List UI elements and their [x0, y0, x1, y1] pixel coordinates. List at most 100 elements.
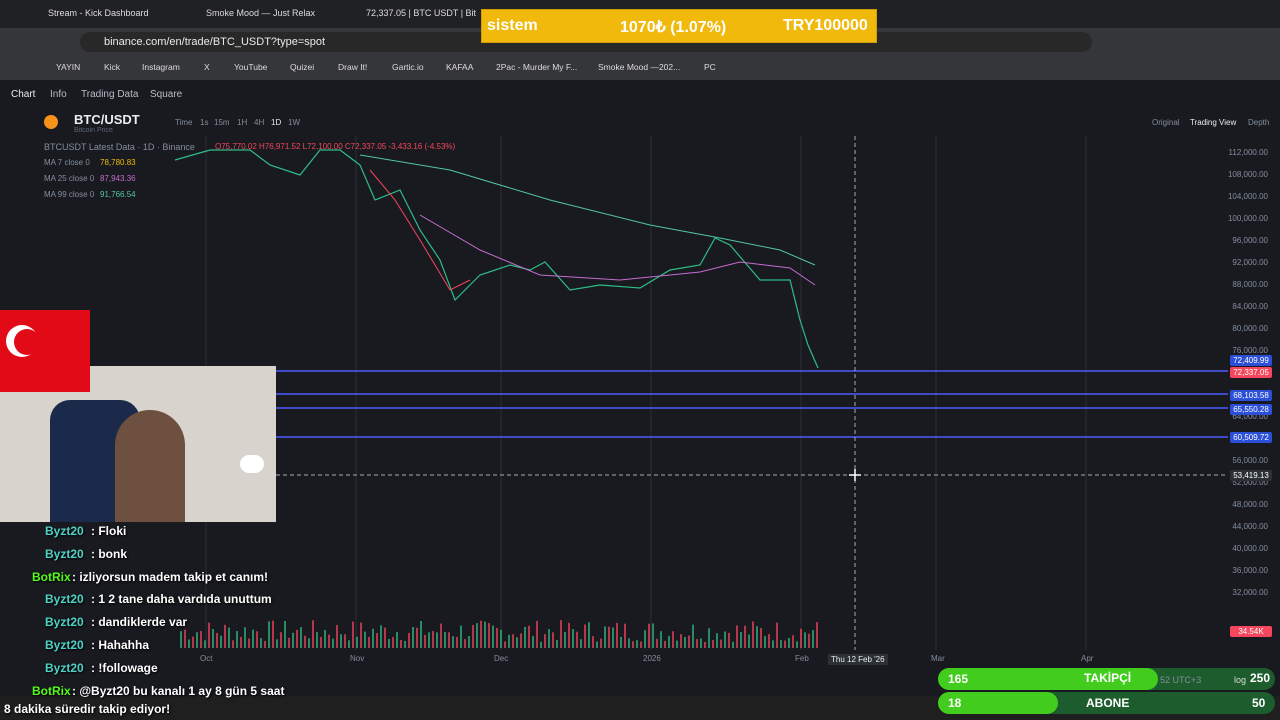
bookmark[interactable]: YouTube: [234, 62, 268, 72]
price-axis-label: 112,000.00: [1228, 148, 1268, 157]
price-axis-label: 100,000.00: [1227, 214, 1268, 223]
price-tag: 65,550.28: [1230, 404, 1272, 415]
volume-bar: [388, 639, 390, 648]
volume-bar: [460, 625, 462, 648]
nav-item[interactable]: Chart: [11, 89, 36, 100]
volume-bar: [404, 640, 406, 648]
chat-user: Byzt20: [45, 660, 84, 675]
timezone: 52 UTC+3: [1160, 675, 1202, 685]
timeframe[interactable]: 1s: [200, 118, 209, 127]
volume-bar: [248, 638, 250, 648]
lamp: [240, 455, 264, 473]
timeframe[interactable]: 1H: [237, 118, 248, 127]
volume-bar: [412, 627, 414, 648]
bookmark[interactable]: Instagram: [142, 62, 180, 72]
time-axis-label: Apr: [1081, 654, 1094, 663]
volume-bar: [332, 638, 334, 648]
bookmark[interactable]: PC: [704, 62, 716, 72]
nav-item[interactable]: Info: [50, 89, 67, 100]
volume-bar: [724, 631, 726, 648]
volume-bar: [812, 630, 814, 648]
bookmark[interactable]: X: [204, 62, 210, 72]
volume-bar: [224, 624, 226, 648]
volume-bar: [468, 636, 470, 648]
price-tag: 68,103.58: [1230, 390, 1272, 401]
pair[interactable]: BTC/USDT: [74, 112, 140, 127]
view-tab[interactable]: Depth: [1248, 118, 1270, 127]
volume-bar: [792, 635, 794, 648]
volume-bar: [696, 638, 698, 648]
nav-item[interactable]: Trading Data: [81, 89, 139, 100]
chat-text: : Floki: [91, 524, 127, 538]
chat-text: : Hahahha: [91, 638, 150, 652]
overlay-box: [481, 9, 877, 43]
volume-bar: [220, 635, 222, 648]
bookmark[interactable]: 2Pac - Murder My F...: [496, 62, 578, 72]
volume-bar: [800, 628, 802, 648]
volume-bar: [796, 641, 798, 648]
volume-bar: [544, 634, 546, 648]
volume-bar: [548, 629, 550, 648]
volume-bar: [780, 640, 782, 648]
price-axis-label: 92,000.00: [1232, 258, 1268, 267]
bookmark[interactable]: Kick: [104, 62, 121, 72]
volume-bar: [300, 627, 302, 648]
volume-bar: [372, 628, 374, 648]
flag-crescent-cut: [14, 329, 40, 355]
volume-bar: [764, 636, 766, 648]
volume-bar: [684, 636, 686, 648]
volume-bar: [424, 634, 426, 648]
volume-bar: [576, 631, 578, 648]
bookmark[interactable]: KAFAA: [446, 62, 474, 72]
volume-bar: [200, 630, 202, 648]
volume-bar: [428, 632, 430, 648]
price-axis-label: 96,000.00: [1232, 236, 1268, 245]
chat-text: : @Byzt20 bu kanalı 1 ay 8 gün 5 saat: [72, 683, 285, 698]
volume-bar: [572, 629, 574, 648]
bookmark[interactable]: Smoke Mood —202...: [598, 62, 681, 72]
volume-bar: [272, 620, 274, 648]
chat-user: Byzt20: [45, 592, 84, 607]
time-axis-label: Feb: [795, 654, 809, 663]
volume-bar: [596, 641, 598, 648]
volume-bar: [788, 637, 790, 648]
overlay-change: 1070₺ (1.07%): [620, 19, 727, 36]
overlay-balance: TRY100000: [783, 17, 868, 34]
volume-bar: [216, 632, 218, 648]
volume-bar: [628, 638, 630, 648]
volume-bar: [700, 638, 702, 648]
volume-bar: [348, 640, 350, 648]
timeframe[interactable]: 1D: [271, 118, 282, 127]
followers-count: 165: [948, 672, 969, 686]
volume-bar: [476, 623, 478, 648]
url[interactable]: binance.com/en/trade/BTC_USDT?type=spot: [104, 36, 326, 48]
tab[interactable]: Stream - Kick Dashboard: [48, 8, 149, 18]
timeframe[interactable]: 1W: [288, 118, 300, 127]
tab[interactable]: Smoke Mood — Just Relax: [206, 8, 316, 18]
volume-bar: [612, 627, 614, 648]
bookmark[interactable]: Gartic.io: [392, 62, 424, 72]
volume-bar: [616, 622, 618, 648]
volume-bar: [392, 637, 394, 648]
ma-label: MA 7 close 0: [44, 158, 90, 167]
volume-bar: [444, 632, 446, 648]
volume-bar: [212, 629, 214, 648]
bookmark-bar: [0, 56, 1280, 80]
subs-fill: [938, 692, 1058, 714]
bookmark[interactable]: Quizei: [290, 62, 315, 72]
volume-bar: [364, 631, 366, 648]
timeframe[interactable]: 15m: [214, 118, 230, 127]
chat-text: : 1 2 tane daha vardıda unuttum: [91, 592, 272, 607]
timeframe[interactable]: Time: [175, 118, 193, 127]
chat-text: : bonk: [91, 546, 127, 561]
volume-bar: [816, 622, 818, 648]
timeframe[interactable]: 4H: [254, 118, 265, 127]
volume-bar: [328, 634, 330, 648]
log-toggle[interactable]: log: [1234, 675, 1247, 685]
tab[interactable]: 72,337.05 | BTC USDT | Bitcoin: [366, 8, 476, 18]
bookmark[interactable]: YAYIN: [56, 62, 81, 72]
view-tab[interactable]: Original: [1152, 118, 1180, 127]
bookmark[interactable]: Draw It!: [338, 62, 368, 72]
nav-item[interactable]: Square: [150, 89, 183, 100]
view-tab[interactable]: Trading View: [1190, 118, 1237, 127]
